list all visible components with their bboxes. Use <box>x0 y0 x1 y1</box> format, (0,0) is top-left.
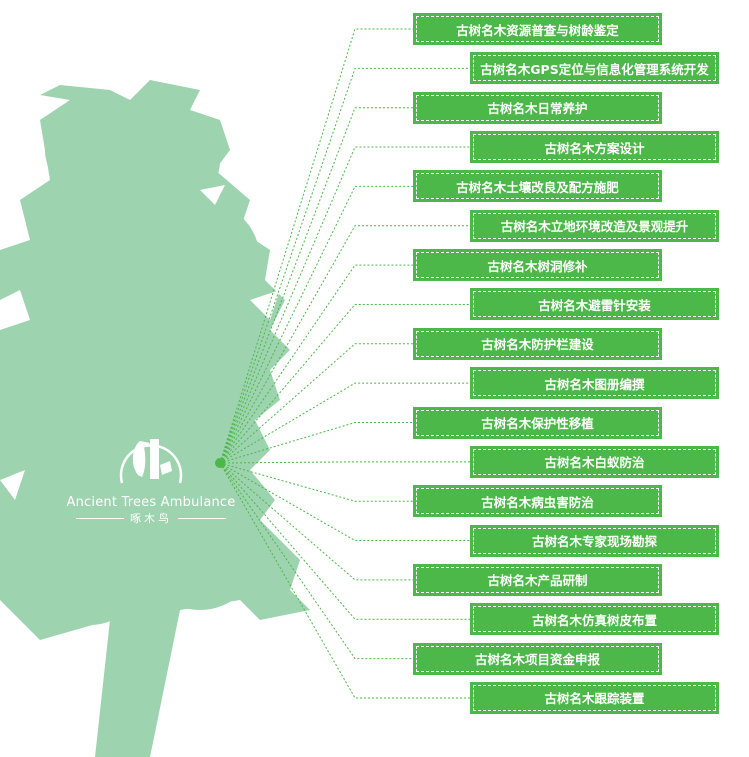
service-item-label: 古树名木土壤改良及配方施肥 <box>416 173 659 200</box>
service-item-label: 古树名木白蚁防治 <box>473 448 716 475</box>
service-item: 古树名木防护栏建设 <box>413 327 662 360</box>
service-item-label: 古树名木专家现场勘探 <box>473 527 716 554</box>
connector-line <box>219 303 470 464</box>
connector-line <box>219 185 413 464</box>
service-item-label: 古树名木立地环境改造及景观提升 <box>473 212 716 239</box>
service-item-label: 古树名木跟踪装置 <box>473 684 716 711</box>
connector-line <box>219 462 470 542</box>
service-item: 古树名木树洞修补 <box>413 249 662 282</box>
service-item-label: 古树名木树洞修补 <box>416 252 659 279</box>
connector-line <box>219 422 413 464</box>
service-item: 古树名木跟踪装置 <box>470 681 719 714</box>
connector-line <box>219 461 470 464</box>
service-item: 古树名木方案设计 <box>470 131 719 164</box>
service-item-label: 古树名木保护性移植 <box>416 409 659 436</box>
service-item-label: 古树名木项目资金申报 <box>416 645 659 672</box>
connector-line <box>219 382 470 464</box>
connector-line <box>219 343 413 464</box>
service-item: 古树名木专家现场勘探 <box>470 524 719 557</box>
service-item: 古树名木土壤改良及配方施肥 <box>413 170 662 203</box>
origin-dot <box>215 458 225 468</box>
service-item-label: 古树名木图册编撰 <box>473 370 716 397</box>
service-item: 古树名木日常养护 <box>413 91 662 124</box>
service-item-label: 古树名木产品研制 <box>416 566 659 593</box>
service-item-label: 古树名木方案设计 <box>473 134 716 161</box>
connector-line <box>219 225 470 464</box>
logo-english: Ancient Trees Ambulance <box>66 495 236 510</box>
service-item-label: 古树名木防护栏建设 <box>416 330 659 357</box>
service-item-label: 古树名木日常养护 <box>416 94 659 121</box>
connector-line <box>219 462 413 660</box>
service-item: 古树名木资源普查与树龄鉴定 <box>413 13 662 45</box>
service-item-label: 古树名木避雷针安装 <box>473 291 716 318</box>
service-item: 古树名木仿真树皮布置 <box>470 603 719 636</box>
service-item: 古树名木避雷针安装 <box>470 288 719 321</box>
service-item: 古树名木立地环境改造及景观提升 <box>470 209 719 242</box>
connector-line <box>219 462 413 581</box>
connector-line <box>219 107 413 464</box>
connector-line <box>219 264 413 464</box>
logo-chinese: 啄木鸟 <box>130 512 172 525</box>
woodpecker-logo-icon <box>119 439 183 484</box>
service-item: 古树名木病虫害防治 <box>413 485 662 518</box>
connector-line <box>219 146 470 464</box>
connector-line <box>219 462 413 502</box>
service-item: 古树名木GPS定位与信息化管理系统开发 <box>470 52 719 85</box>
service-item: 古树名木白蚁防治 <box>470 445 719 478</box>
logo: Ancient Trees Ambulance 啄木鸟 <box>66 425 236 526</box>
service-item: 古树名木图册编撰 <box>470 367 719 400</box>
connector-line <box>219 28 413 464</box>
service-item: 古树名木项目资金申报 <box>413 642 662 675</box>
connector-line <box>219 67 470 464</box>
service-item-label: 古树名木病虫害防治 <box>416 488 659 515</box>
service-item-label: 古树名木GPS定位与信息化管理系统开发 <box>473 55 716 82</box>
connector-line <box>219 462 470 620</box>
service-item-label: 古树名木资源普查与树龄鉴定 <box>416 16 659 42</box>
service-item-label: 古树名木仿真树皮布置 <box>473 606 716 633</box>
service-item: 古树名木产品研制 <box>413 563 662 596</box>
service-item: 古树名木保护性移植 <box>413 406 662 439</box>
